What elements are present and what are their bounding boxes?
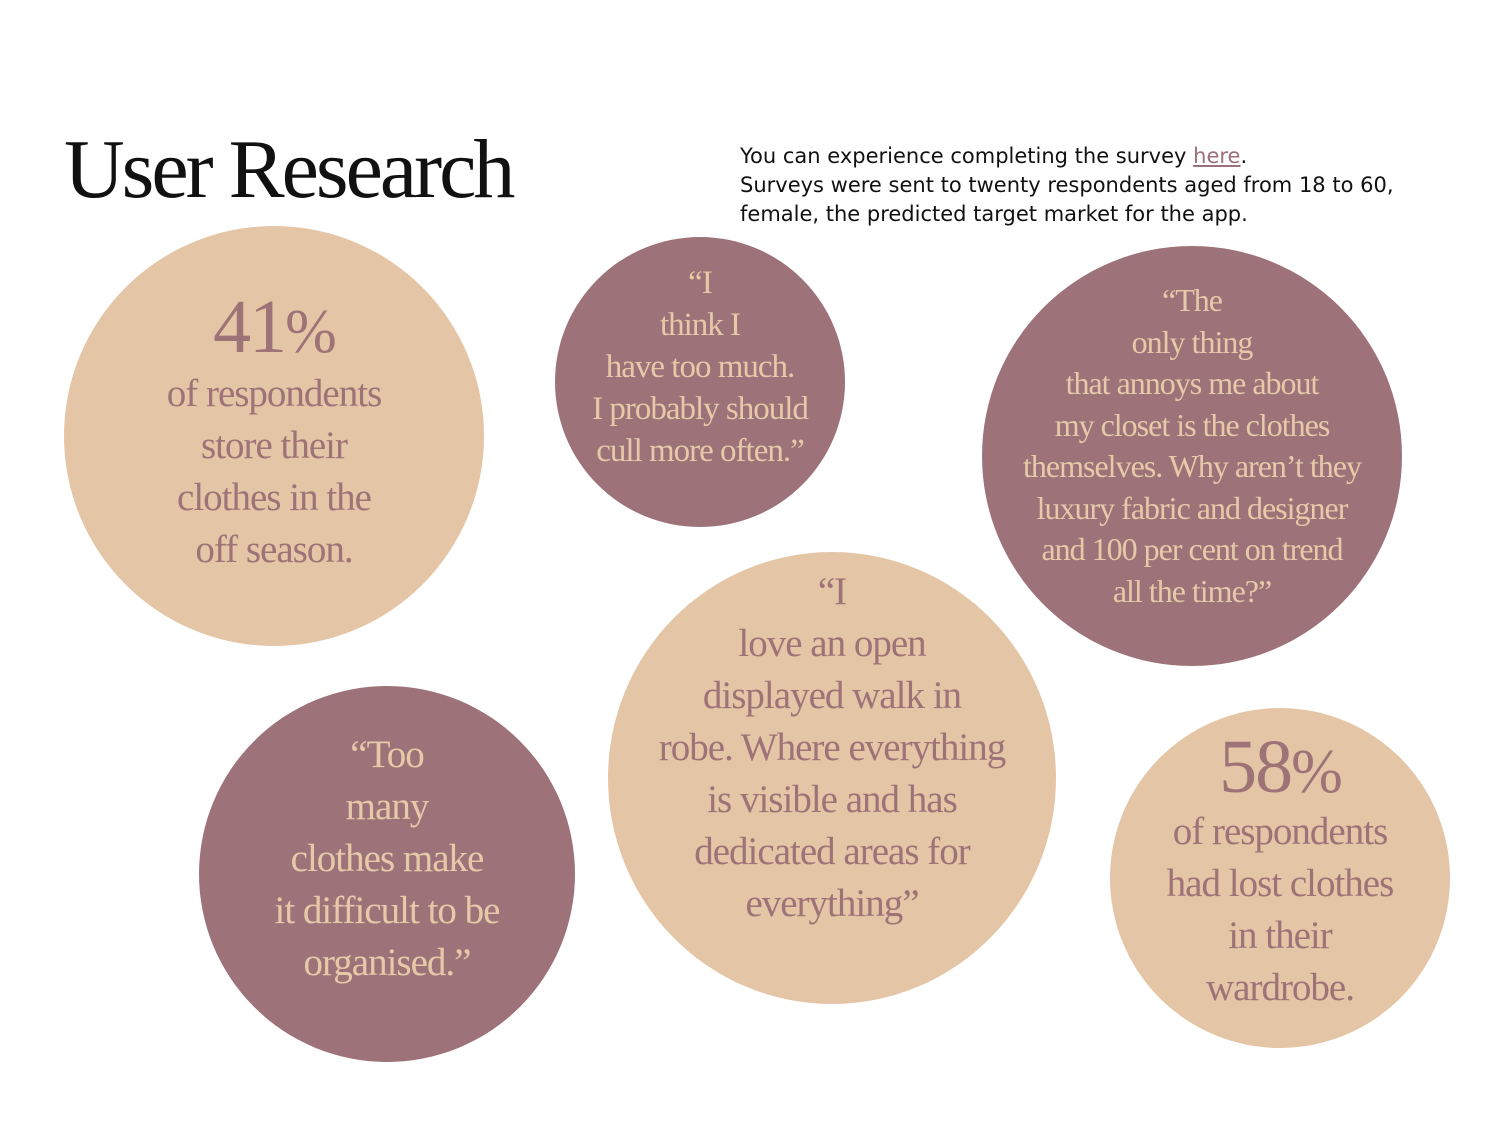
quote-annoys-text: “The only thing that annoys me about my … bbox=[1023, 282, 1362, 609]
quote-bubble-too-much: “I think I have too much. I probably sho… bbox=[555, 237, 845, 527]
stat-58-text: of respondents had lost clothes in their… bbox=[1166, 809, 1395, 1009]
quote-too-many-text: “Too many clothes make it difficult to b… bbox=[274, 733, 501, 984]
stat-bubble-58: 58% of respondents had lost clothes in t… bbox=[1110, 708, 1450, 1048]
survey-intro: You can experience completing the survey… bbox=[740, 142, 1460, 229]
survey-link-suffix: . bbox=[1240, 144, 1248, 168]
quote-bubble-annoys: “The only thing that annoys me about my … bbox=[982, 246, 1402, 666]
stat-bubble-41-content: 41% of respondents store their clothes i… bbox=[166, 284, 383, 576]
survey-link-prefix: You can experience completing the survey bbox=[740, 144, 1194, 168]
quote-bubble-too-many: “Too many clothes make it difficult to b… bbox=[199, 686, 575, 1062]
quote-bubble-open-robe: “I love an open displayed walk in robe. … bbox=[608, 552, 1056, 1004]
survey-link[interactable]: here bbox=[1193, 144, 1241, 168]
stat-41-text: of respondents store their clothes in th… bbox=[166, 371, 383, 571]
stat-bubble-58-content: 58% of respondents had lost clothes in t… bbox=[1166, 724, 1395, 1014]
page-title: User Research bbox=[64, 123, 515, 216]
stat-bubble-41: 41% of respondents store their clothes i… bbox=[64, 226, 484, 646]
quote-too-much-text: “I think I have too much. I probably sho… bbox=[592, 265, 809, 469]
stat-58-value: 58% bbox=[1219, 724, 1343, 809]
survey-link-line: You can experience completing the survey… bbox=[740, 142, 1460, 171]
survey-description: Surveys were sent to twenty respondents … bbox=[740, 173, 1394, 226]
stat-41-value: 41% bbox=[213, 284, 337, 369]
quote-open-robe-text: “I love an open displayed walk in robe. … bbox=[658, 570, 1007, 925]
